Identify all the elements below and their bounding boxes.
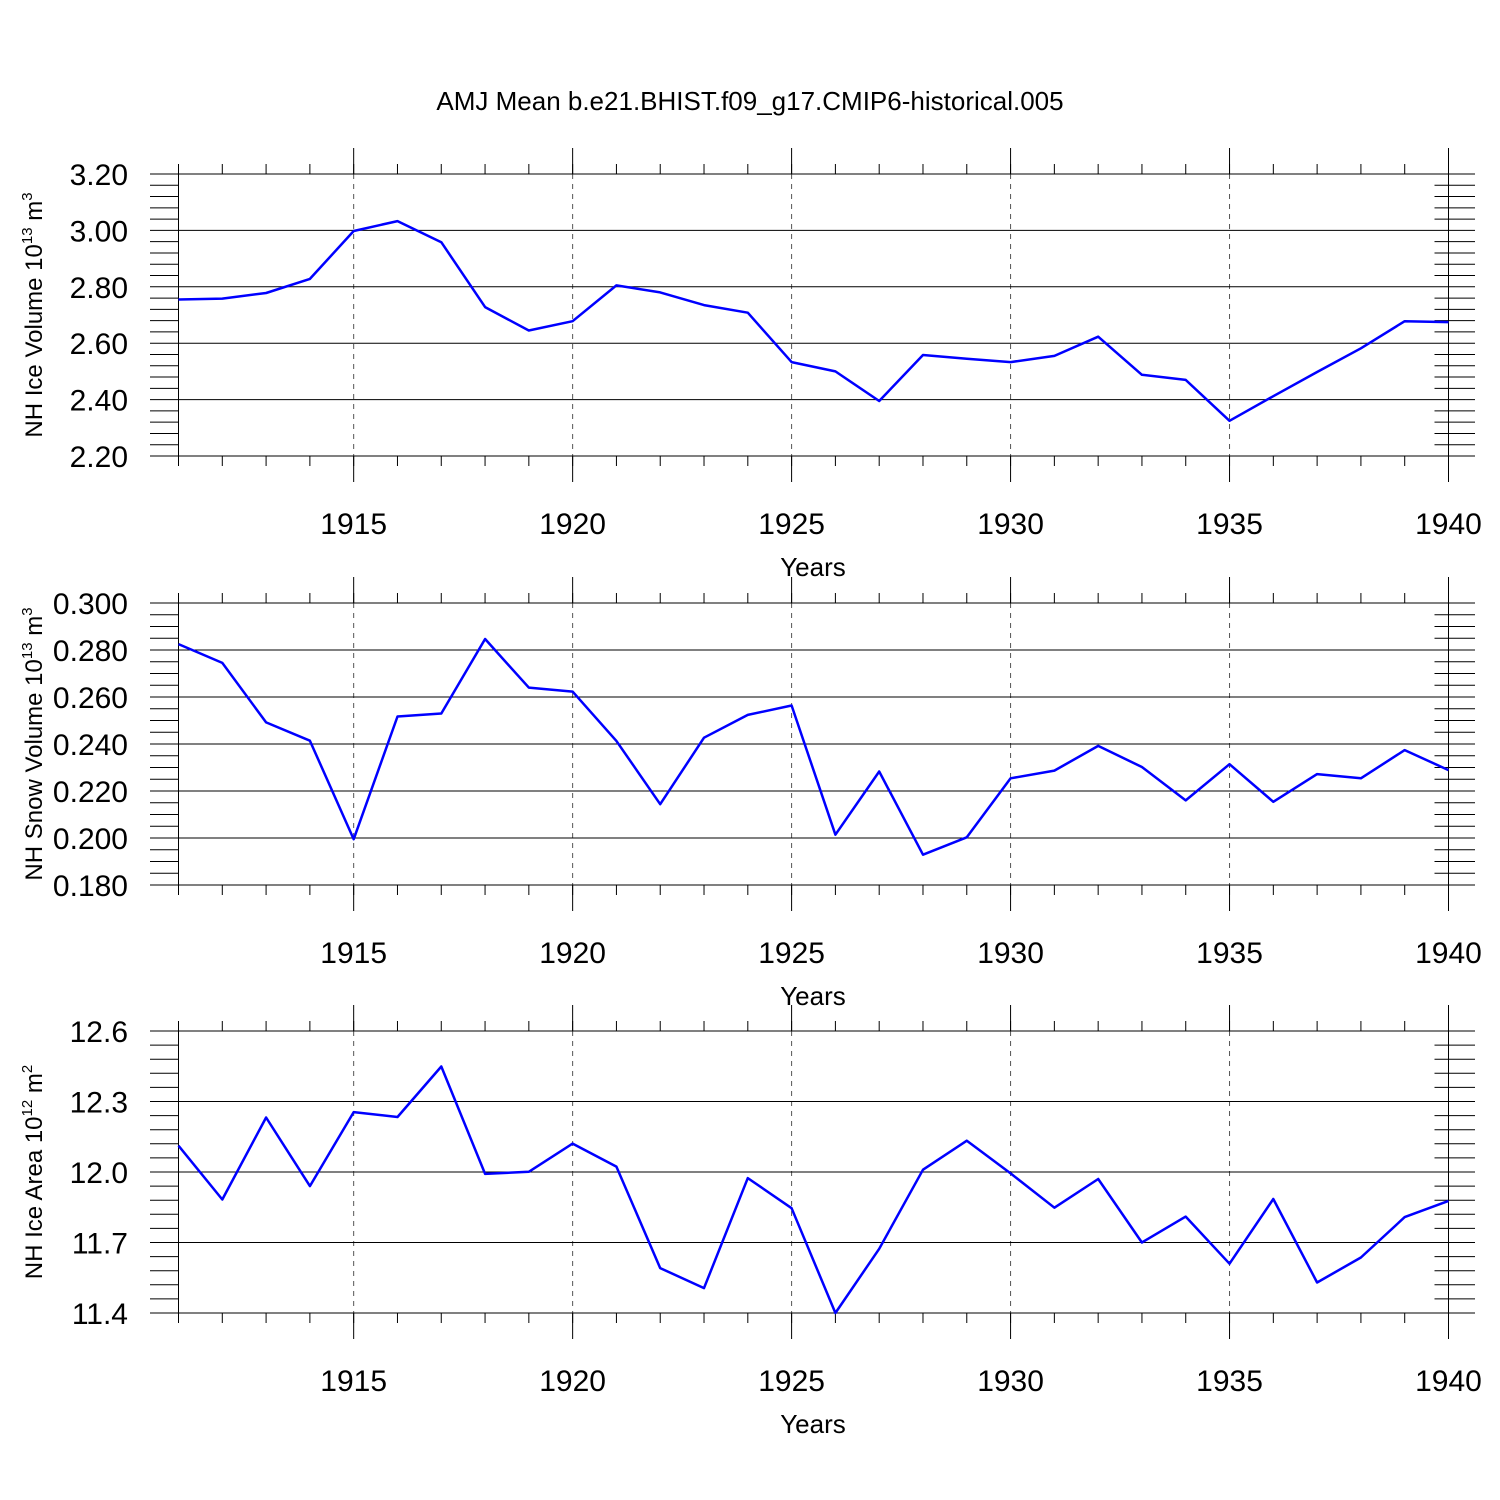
x-tick-label: 1935 (1196, 508, 1263, 541)
data-line-series (178, 637, 1450, 856)
x-tick-label: 1925 (758, 937, 825, 970)
y-tick-label: 0.200 (53, 823, 128, 856)
y-axis-title-unit: m (21, 201, 48, 228)
y-tick-label: 2.40 (70, 385, 128, 418)
x-tick-label: 1915 (320, 937, 387, 970)
y-tick-label: 3.20 (70, 159, 128, 192)
y-tick-label: 0.220 (53, 776, 128, 809)
y-axis-title-exponent: 13 (19, 227, 36, 244)
y-axis-title-unit-exponent: 3 (19, 607, 36, 615)
y-axis-title-exponent: 12 (19, 1100, 36, 1117)
y-axis-title-text: NH Snow Volume 10 (21, 659, 48, 880)
y-tick-label: 11.7 (72, 1228, 128, 1261)
x-tick-label: 1930 (977, 937, 1044, 970)
x-tick-label: 1915 (320, 1365, 387, 1398)
y-axis-title-unit: m (21, 616, 48, 643)
y-axis-title: NH Snow Volume 1013 m3 (19, 607, 48, 880)
y-tick-label: 2.60 (70, 328, 128, 361)
y-tick-label: 0.280 (53, 635, 128, 668)
y-tick-label: 3.00 (70, 215, 128, 248)
x-tick-label: 1930 (977, 1365, 1044, 1398)
x-tick-label: 1920 (539, 937, 606, 970)
y-tick-label: 12.6 (70, 1016, 128, 1049)
y-tick-label: 2.20 (70, 441, 128, 474)
x-tick-label: 1925 (758, 508, 825, 541)
x-tick-label: 1940 (1415, 937, 1482, 970)
y-tick-label: 11.4 (72, 1298, 128, 1331)
x-tick-label: 1940 (1415, 508, 1482, 541)
x-tick-label: 1915 (320, 508, 387, 541)
data-line-series (177, 1065, 1449, 1315)
y-axis-title: NH Ice Area 1012 m2 (19, 1065, 48, 1279)
x-tick-label: 1935 (1196, 1365, 1263, 1398)
x-tick-label: 1935 (1196, 937, 1263, 970)
y-tick-label: 12.3 (70, 1087, 128, 1120)
y-axis-title-unit: m (21, 1073, 48, 1100)
x-tick-label: 1940 (1415, 1365, 1482, 1398)
y-axis-title-exponent: 13 (19, 642, 36, 659)
x-axis-title: Years (780, 981, 846, 1011)
x-tick-label: 1930 (977, 508, 1044, 541)
data-line-series (178, 219, 1449, 423)
x-tick-label: 1920 (539, 1365, 606, 1398)
x-tick-label: 1920 (539, 508, 606, 541)
y-axis-title: NH Ice Volume 1013 m3 (19, 192, 48, 437)
panel-2: 1915 1920 1925 1930 1935 1940 Years 0.300 0.280 0… (19, 577, 1482, 1011)
chart-title: AMJ Mean b.e21.BHIST.f09_g17.CMIP6-histo… (436, 86, 1063, 116)
y-tick-label: 0.180 (53, 870, 128, 903)
y-axis-title-unit-exponent: 3 (19, 192, 36, 200)
y-axis-title-unit-exponent: 2 (19, 1065, 36, 1073)
x-tick-label: 1925 (758, 1365, 825, 1398)
x-axis-title: Years (780, 552, 846, 582)
y-axis-title-text: NH Ice Volume 10 (21, 244, 48, 437)
y-tick-label: 0.300 (53, 588, 128, 621)
y-tick-label: 2.80 (70, 272, 128, 305)
panel-3: 1915 1920 1925 1930 1935 1940 Years 12.6 12.3 12.… (19, 1005, 1482, 1439)
y-tick-label: 12.0 (70, 1157, 128, 1190)
y-axis-title-text: NH Ice Area 10 (21, 1116, 48, 1279)
y-tick-label: 0.260 (53, 682, 128, 715)
panel-1: 1915 1920 1925 1930 1935 1940 Years 3.20 3.00 2.8… (19, 148, 1482, 582)
y-tick-label: 0.240 (53, 729, 128, 762)
x-axis-title: Years (780, 1409, 846, 1439)
